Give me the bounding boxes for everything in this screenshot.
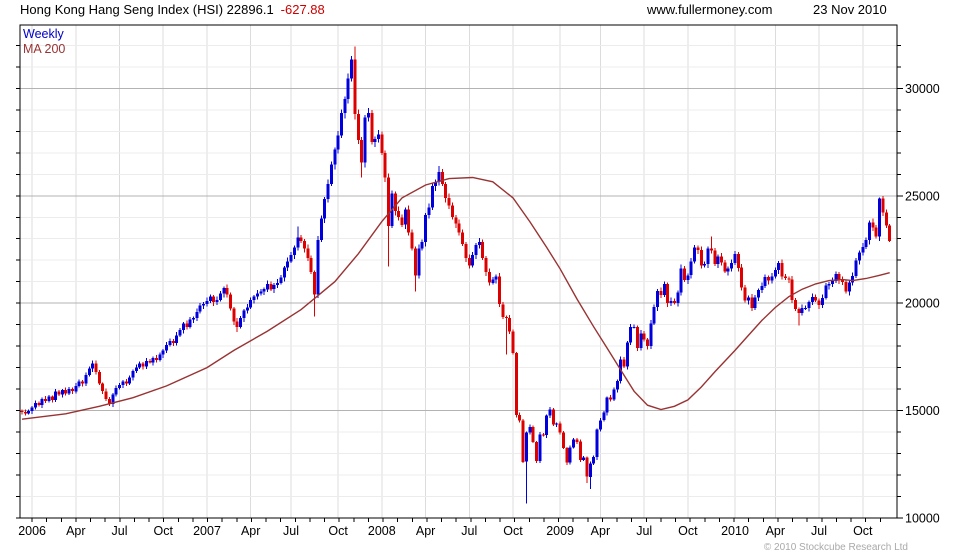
svg-text:2009: 2009 (546, 524, 574, 538)
chart-title: Hong Kong Hang Seng Index (HSI) 22896.1-… (20, 2, 325, 17)
svg-text:15000: 15000 (905, 404, 940, 418)
svg-text:2007: 2007 (193, 524, 221, 538)
svg-text:30000: 30000 (905, 82, 940, 96)
svg-text:2010: 2010 (721, 524, 749, 538)
svg-text:2008: 2008 (368, 524, 396, 538)
copyright-text: © 2010 Stockcube Research Ltd (763, 542, 908, 553)
svg-text:2006: 2006 (18, 524, 46, 538)
svg-text:Oct: Oct (328, 524, 348, 538)
svg-text:Jul: Jul (811, 524, 827, 538)
svg-text:10000: 10000 (905, 512, 940, 526)
date-text: 23 Nov 2010 (813, 2, 887, 17)
svg-text:Apr: Apr (591, 524, 610, 538)
chart-title-text: Hong Kong Hang Seng Index (HSI) 22896.1 (20, 2, 274, 17)
ma-200-line (21, 176, 890, 420)
svg-text:Oct: Oct (678, 524, 698, 538)
price-change: -627.88 (280, 2, 325, 17)
svg-text:Jul: Jul (112, 524, 128, 538)
chart-plot: 10000 15000 20000 25000 30000 2006 Apr Jul Oct 20… (16, 24, 940, 538)
svg-text:Oct: Oct (853, 524, 873, 538)
legend-weekly: Weekly (23, 27, 64, 41)
svg-text:Apr: Apr (416, 524, 435, 538)
svg-text:Apr: Apr (241, 524, 260, 538)
svg-text:25000: 25000 (905, 189, 940, 203)
svg-text:Oct: Oct (503, 524, 523, 538)
svg-text:Jul: Jul (283, 524, 299, 538)
svg-text:Oct: Oct (153, 524, 173, 538)
svg-text:Apr: Apr (66, 524, 85, 538)
svg-text:Jul: Jul (461, 524, 477, 538)
svg-text:Apr: Apr (766, 524, 785, 538)
svg-text:Jul: Jul (636, 524, 652, 538)
legend-ma200: MA 200 (23, 42, 66, 56)
svg-text:20000: 20000 (905, 297, 940, 311)
website-text: www.fullermoney.com (647, 2, 773, 17)
